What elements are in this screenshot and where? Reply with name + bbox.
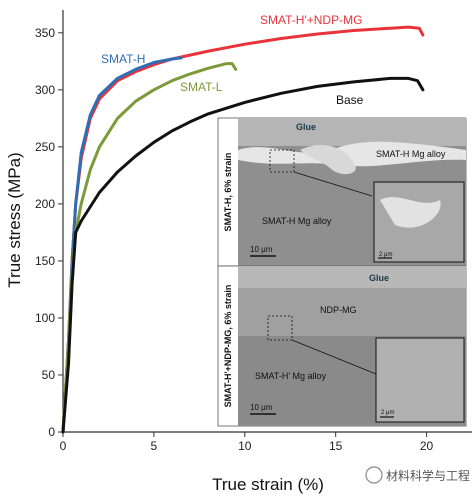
sem-glue-region-bottom xyxy=(238,266,466,288)
zoom-arrow-bottom xyxy=(291,339,377,375)
x-tick-label: 5 xyxy=(151,439,158,453)
x-axis-label: True strain (%) xyxy=(212,475,324,494)
scale-label-top: 10 μm xyxy=(250,245,273,254)
y-axis-label: True stress (MPa) xyxy=(5,152,24,287)
x-tick-label: 15 xyxy=(329,439,343,453)
series-label-ndp-mg: SMAT-H'+NDP-MG xyxy=(260,13,362,27)
zoom-box-top xyxy=(269,149,295,173)
x-tick-label: 20 xyxy=(420,439,434,453)
sem-glue-label-top: Glue xyxy=(296,122,316,132)
zoom-arrow-top xyxy=(293,171,373,197)
sem-zoom-feature-top xyxy=(380,197,441,228)
sem-inset-bottom: Glue NDP-MG SMAT-H' Mg alloy 2 μm 10 μm … xyxy=(217,265,467,427)
sem-layer-label-bottom: NDP-MG xyxy=(320,305,357,315)
y-tick-label: 350 xyxy=(35,26,55,40)
series-label-base: Base xyxy=(336,93,364,107)
sem-bulk-label-top: SMAT-H Mg alloy xyxy=(262,216,332,226)
series-line-base xyxy=(61,76,425,434)
series-label-smat-h: SMAT-H xyxy=(101,52,145,66)
y-tick-label: 300 xyxy=(35,83,55,97)
sem-zoom-image-bottom xyxy=(375,337,465,423)
sem-crack-top xyxy=(300,145,356,175)
watermark: 材料科学与工程 xyxy=(365,466,470,484)
scale-label-bottom: 10 μm xyxy=(250,403,273,412)
x-tick-label: 10 xyxy=(238,439,252,453)
zoom-scale-label-bottom: 2 μm xyxy=(381,410,394,416)
y-tick-label: 250 xyxy=(35,140,55,154)
zoom-box-bottom xyxy=(267,315,293,341)
y-tick-label: 200 xyxy=(35,197,55,211)
zoom-scale-label-top: 2 μm xyxy=(379,252,392,258)
sem-surface-layer-top xyxy=(238,141,466,167)
y-tick-label: 50 xyxy=(42,368,56,382)
sem-inset-top: Glue SMAT-H Mg alloy SMAT-H Mg alloy 2 μ… xyxy=(217,117,467,267)
sem-side-label-top: SMAT-H, 6% strain xyxy=(223,153,233,232)
sem-bulk-label-bottom: SMAT-H' Mg alloy xyxy=(255,371,327,381)
watermark-text: 材料科学与工程 xyxy=(386,468,470,483)
series-label-smat-l: SMAT-L xyxy=(180,80,223,94)
y-tick-label: 150 xyxy=(35,254,55,268)
sem-glue-region-top xyxy=(238,118,466,146)
series-group xyxy=(61,25,425,434)
x-tick-label: 0 xyxy=(60,439,67,453)
sem-glue-label-bottom: Glue xyxy=(369,273,389,283)
y-tick-label: 0 xyxy=(48,425,55,439)
y-tick-label: 100 xyxy=(35,311,55,325)
sem-layer-label-top: SMAT-H Mg alloy xyxy=(376,149,446,159)
sem-coating-layer-bottom xyxy=(238,288,466,336)
sem-side-label-bottom: SMAT-H'+NDP-MG, 6% strain xyxy=(223,285,233,408)
watermark-icon xyxy=(365,466,383,484)
axes xyxy=(62,10,472,433)
